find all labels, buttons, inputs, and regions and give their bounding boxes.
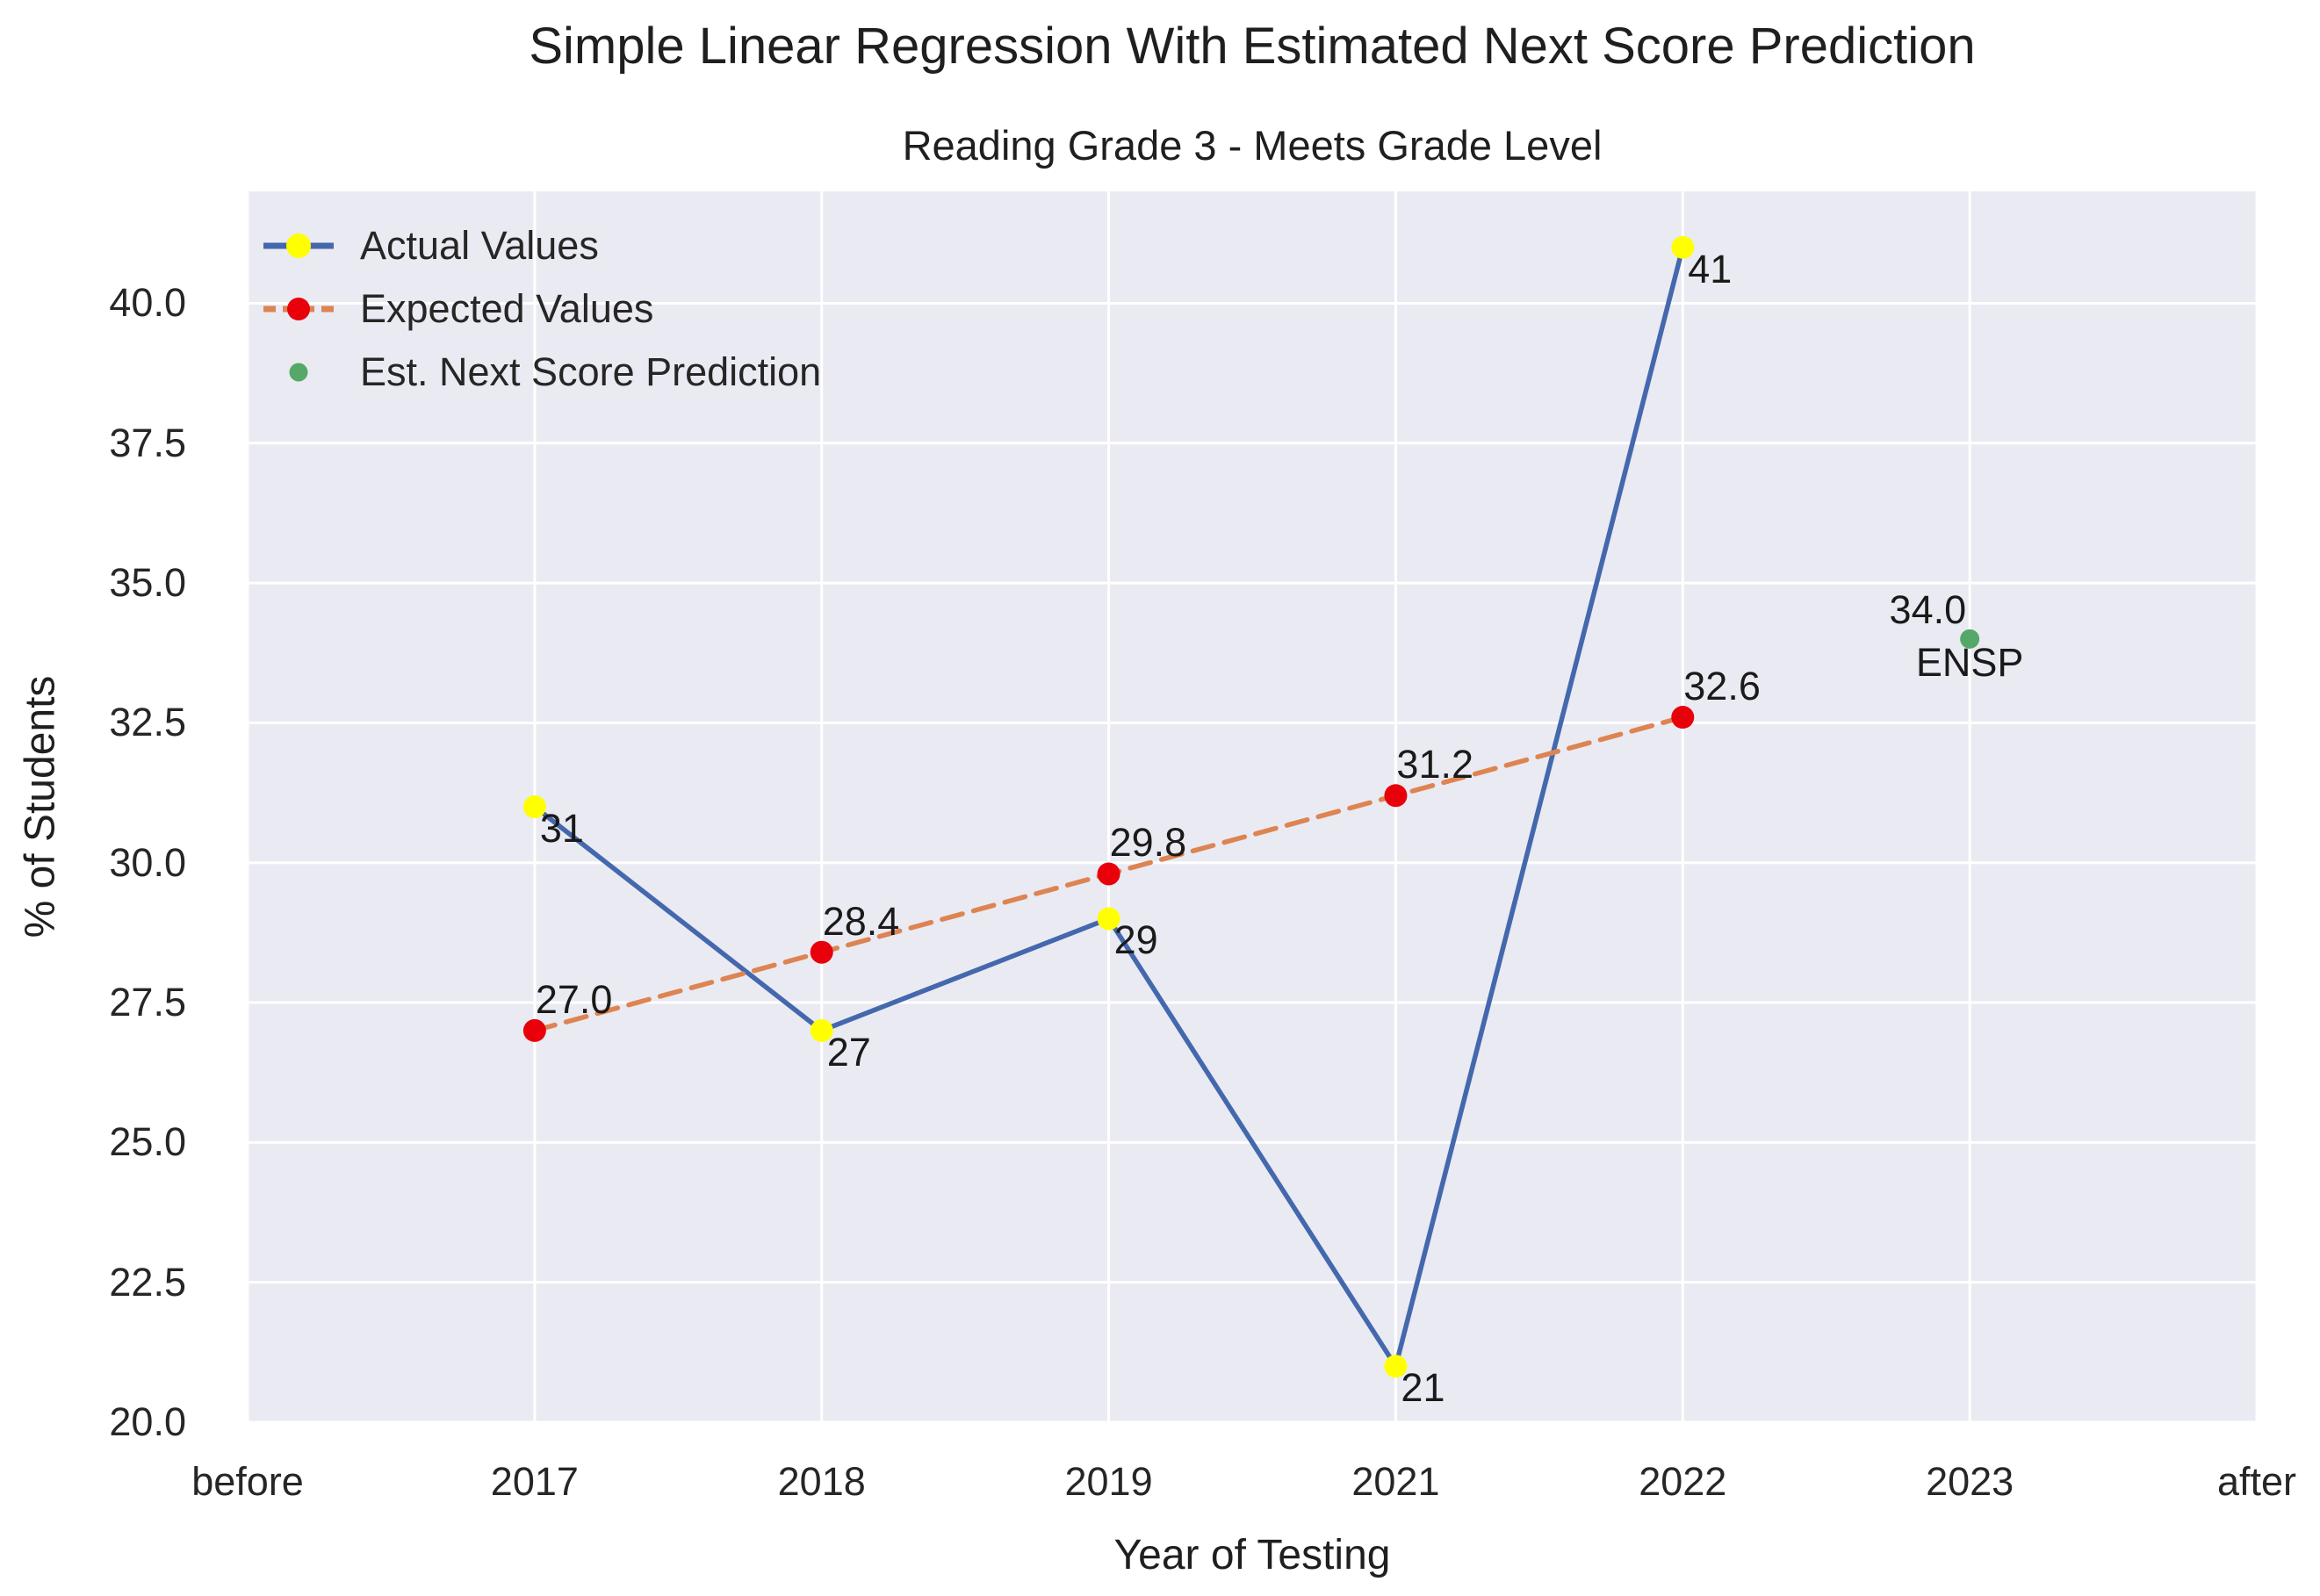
point-label: 41 — [1688, 246, 1733, 291]
point-label: 29.8 — [1109, 820, 1187, 866]
data-point-expected-values — [1384, 784, 1408, 808]
legend-label: Est. Next Score Prediction — [360, 349, 822, 394]
legend: Actual Values Expected Values Est. Next Sc… — [263, 214, 821, 404]
point-label: 27 — [826, 1029, 871, 1075]
legend-marker-icon — [289, 363, 308, 382]
legend-swatch-est-next-score-prediction — [263, 341, 334, 404]
point-label: 32.6 — [1683, 664, 1761, 709]
data-point-actual-values — [1384, 1355, 1408, 1378]
point-label: 29 — [1113, 917, 1158, 963]
x-tick-label: 2018 — [777, 1459, 866, 1504]
y-tick-label: 20.0 — [109, 1399, 186, 1444]
legend-label: Actual Values — [360, 223, 599, 268]
y-tick-label: 35.0 — [109, 560, 186, 606]
x-tick-label: 2022 — [1639, 1459, 1727, 1504]
y-tick-label: 37.5 — [109, 420, 186, 465]
y-tick-label: 32.5 — [109, 700, 186, 745]
x-tick-label: 2023 — [1926, 1459, 2014, 1504]
chart-subtitle: Reading Grade 3 - Meets Grade Level — [902, 122, 1603, 169]
data-point-expected-values — [1671, 706, 1695, 730]
data-point-expected-values — [522, 1018, 546, 1042]
y-tick-label: 22.5 — [109, 1259, 186, 1305]
legend-item-actual-values: Actual Values — [263, 214, 821, 277]
chart-title: Simple Linear Regression With Estimated … — [529, 18, 1976, 75]
data-point-actual-values — [1671, 235, 1695, 259]
chart-canvas — [246, 191, 2259, 1424]
data-point-expected-values — [1097, 862, 1120, 886]
x-tick-label: 2019 — [1064, 1459, 1153, 1504]
x-tick-label: 2017 — [490, 1459, 579, 1504]
x-axis-label: Year of Testing — [1113, 1532, 1391, 1578]
x-tick-label: after — [2216, 1459, 2297, 1504]
legend-swatch-expected-values — [263, 277, 334, 341]
point-label: 31 — [539, 806, 584, 851]
point-label: ENSP — [1915, 639, 2024, 685]
data-point-actual-values — [810, 1018, 833, 1042]
legend-label: Expected Values — [360, 286, 654, 331]
data-point-est-next-score-prediction — [1960, 629, 1980, 649]
x-tick-label: before — [191, 1459, 304, 1504]
y-tick-label: 30.0 — [109, 839, 186, 885]
point-label: 31.2 — [1396, 742, 1474, 787]
legend-marker-icon — [286, 234, 311, 258]
data-point-expected-values — [810, 940, 833, 964]
legend-marker-icon — [287, 298, 310, 320]
legend-item-est-next-score-prediction: Est. Next Score Prediction — [263, 341, 821, 404]
point-label: 21 — [1401, 1365, 1445, 1411]
y-tick-label: 27.5 — [109, 980, 186, 1025]
y-tick-label: 25.0 — [109, 1119, 186, 1165]
legend-swatch-actual-values — [263, 214, 334, 277]
point-label: 27.0 — [535, 977, 613, 1023]
x-tick-label: 2021 — [1351, 1459, 1440, 1504]
plot-area: Actual Values Expected Values Est. Next Sc… — [246, 191, 2259, 1424]
data-point-actual-values — [522, 795, 546, 818]
legend-item-expected-values: Expected Values — [263, 277, 821, 341]
data-point-actual-values — [1097, 907, 1120, 931]
y-tick-label: 40.0 — [109, 280, 186, 326]
point-label: 28.4 — [822, 898, 900, 944]
point-label: 34.0 — [1889, 586, 1967, 632]
